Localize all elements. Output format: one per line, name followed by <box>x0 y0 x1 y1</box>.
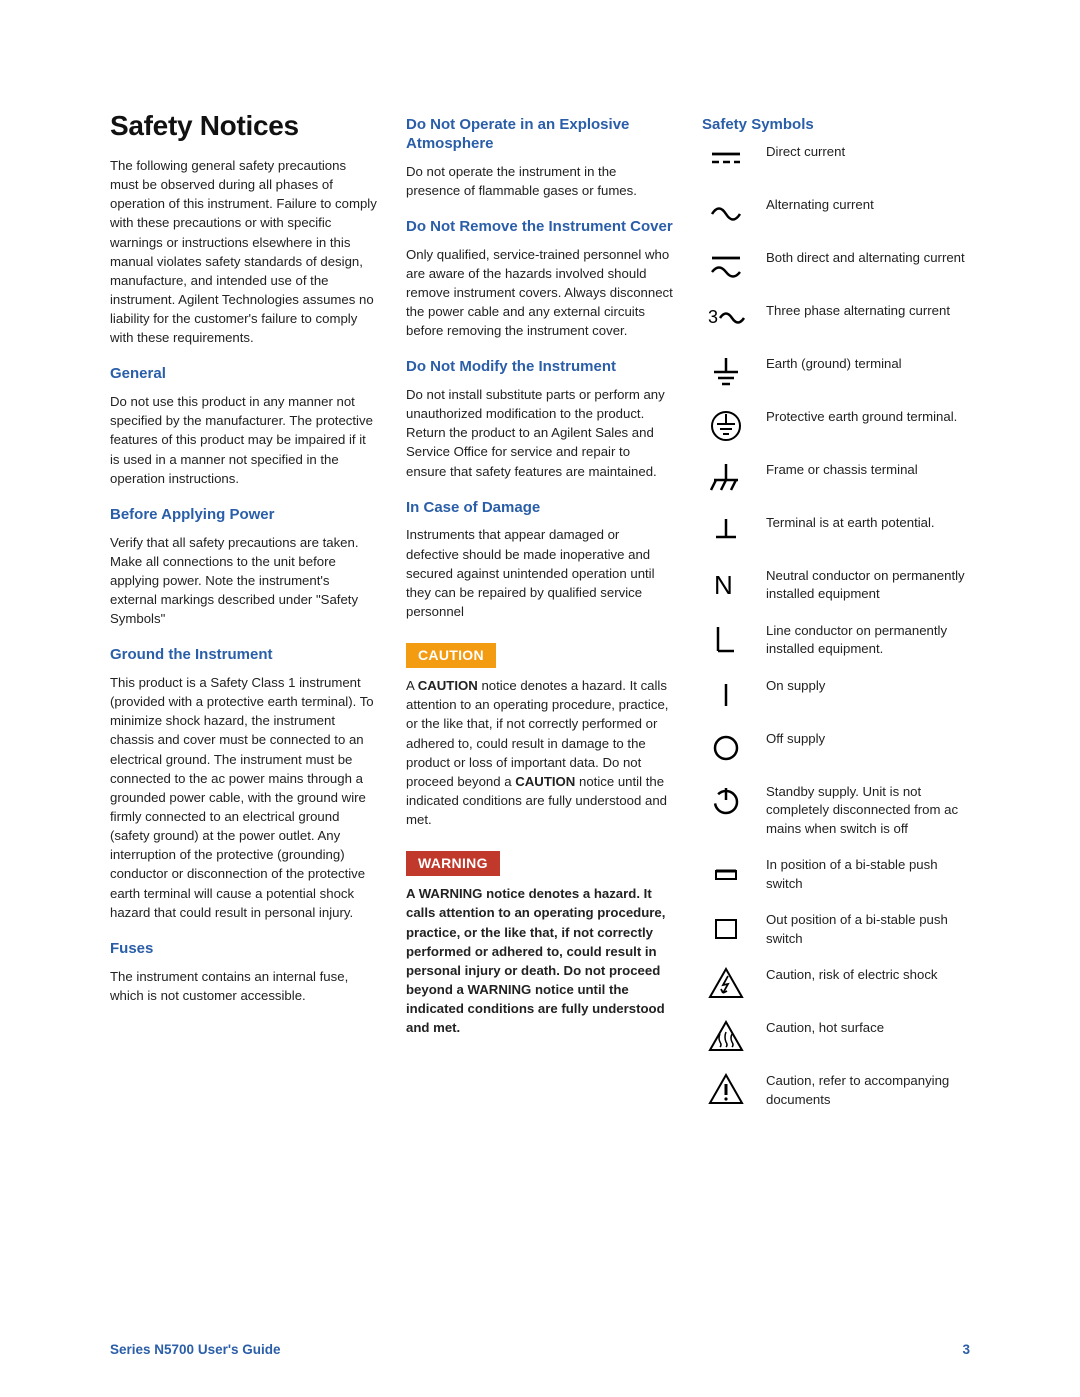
safety-symbols-heading: Safety Symbols <box>702 116 970 135</box>
standby-label: Standby supply. Unit is not completely d… <box>766 783 970 838</box>
protearth-icon <box>702 408 750 443</box>
ac-icon <box>702 196 750 231</box>
general-paragraph: Do not use this product in any manner no… <box>110 392 378 488</box>
shock-label: Caution, risk of electric shock <box>766 966 970 1001</box>
offsupply-icon <box>702 730 750 765</box>
ground-instrument-paragraph: This product is a Safety Class 1 instrum… <box>110 673 378 922</box>
inpos-label: In position of a bi-stable push switch <box>766 856 970 893</box>
remove-cover-paragraph: Only qualified, service-trained personne… <box>406 245 674 341</box>
remove-cover-heading: Do Not Remove the Instrument Cover <box>406 218 674 237</box>
acdc-icon <box>702 249 750 284</box>
chassis-label: Frame or chassis terminal <box>766 461 970 496</box>
footer-document-title: Series N5700 User's Guide <box>110 1342 281 1357</box>
outpos-icon <box>702 911 750 948</box>
earthpot-label: Terminal is at earth potential. <box>766 514 970 549</box>
explosive-paragraph: Do not operate the instrument in the pre… <box>406 162 674 200</box>
caution-callout: CAUTION <box>406 643 496 668</box>
warning-bold-text: A WARNING notice denotes a hazard. It ca… <box>406 886 665 1035</box>
protearth-label: Protective earth ground terminal. <box>766 408 970 443</box>
before-power-paragraph: Verify that all safety precautions are t… <box>110 533 378 629</box>
hot-label: Caution, hot surface <box>766 1019 970 1054</box>
caution-bold-1: CAUTION <box>418 678 478 693</box>
page-footer: Series N5700 User's Guide 3 <box>110 1342 970 1357</box>
warning-callout: WARNING <box>406 851 500 876</box>
neutral-label: Neutral conductor on permanently install… <box>766 567 970 604</box>
acdc-label: Both direct and alternating current <box>766 249 970 284</box>
caution-bold-2: CAUTION <box>515 774 575 789</box>
general-heading: General <box>110 365 378 384</box>
page-title: Safety Notices <box>110 110 378 142</box>
earth-icon <box>702 355 750 390</box>
intro-paragraph: The following general safety precautions… <box>110 156 378 347</box>
ground-instrument-heading: Ground the Instrument <box>110 646 378 665</box>
caution-text-mid: notice denotes a hazard. It calls attent… <box>406 678 668 789</box>
onsupply-icon <box>702 677 750 712</box>
before-power-heading: Before Applying Power <box>110 506 378 525</box>
standby-icon <box>702 783 750 838</box>
column-1: Safety Notices The following general saf… <box>110 110 378 1109</box>
refer-label: Caution, refer to accompanying documents <box>766 1072 970 1109</box>
chassis-icon <box>702 461 750 496</box>
document-page: Safety Notices The following general saf… <box>0 0 1080 1397</box>
modify-heading: Do Not Modify the Instrument <box>406 358 674 377</box>
safety-symbols-table: Direct current Alternating current Both di… <box>702 143 970 1109</box>
three-column-layout: Safety Notices The following general saf… <box>110 110 970 1109</box>
hot-icon <box>702 1019 750 1054</box>
dc-label: Direct current <box>766 143 970 178</box>
inpos-icon <box>702 856 750 893</box>
offsupply-label: Off supply <box>766 730 970 765</box>
refer-icon <box>702 1072 750 1109</box>
caution-text-pre: A <box>406 678 418 693</box>
modify-paragraph: Do not install substitute parts or perfo… <box>406 385 674 481</box>
neutral-icon <box>702 567 750 604</box>
earthpot-icon <box>702 514 750 549</box>
caution-paragraph: A CAUTION notice denotes a hazard. It ca… <box>406 676 674 829</box>
fuses-paragraph: The instrument contains an internal fuse… <box>110 967 378 1005</box>
fuses-heading: Fuses <box>110 940 378 959</box>
damage-heading: In Case of Damage <box>406 499 674 518</box>
outpos-label: Out position of a bi-stable push switch <box>766 911 970 948</box>
warning-paragraph: A WARNING notice denotes a hazard. It ca… <box>406 884 674 1037</box>
column-3: Safety Symbols Direct current Alternating… <box>702 110 970 1109</box>
line-icon <box>702 622 750 659</box>
column-2: Do Not Operate in an Explosive Atmospher… <box>406 110 674 1109</box>
footer-page-number: 3 <box>962 1342 970 1357</box>
threephase-label: Three phase alternating current <box>766 302 970 337</box>
line-label: Line conductor on permanently installed … <box>766 622 970 659</box>
damage-paragraph: Instruments that appear damaged or defec… <box>406 525 674 621</box>
explosive-heading: Do Not Operate in an Explosive Atmospher… <box>406 116 674 154</box>
earth-label: Earth (ground) terminal <box>766 355 970 390</box>
threephase-icon <box>702 302 750 337</box>
dc-icon <box>702 143 750 178</box>
shock-icon <box>702 966 750 1001</box>
onsupply-label: On supply <box>766 677 970 712</box>
ac-label: Alternating current <box>766 196 970 231</box>
